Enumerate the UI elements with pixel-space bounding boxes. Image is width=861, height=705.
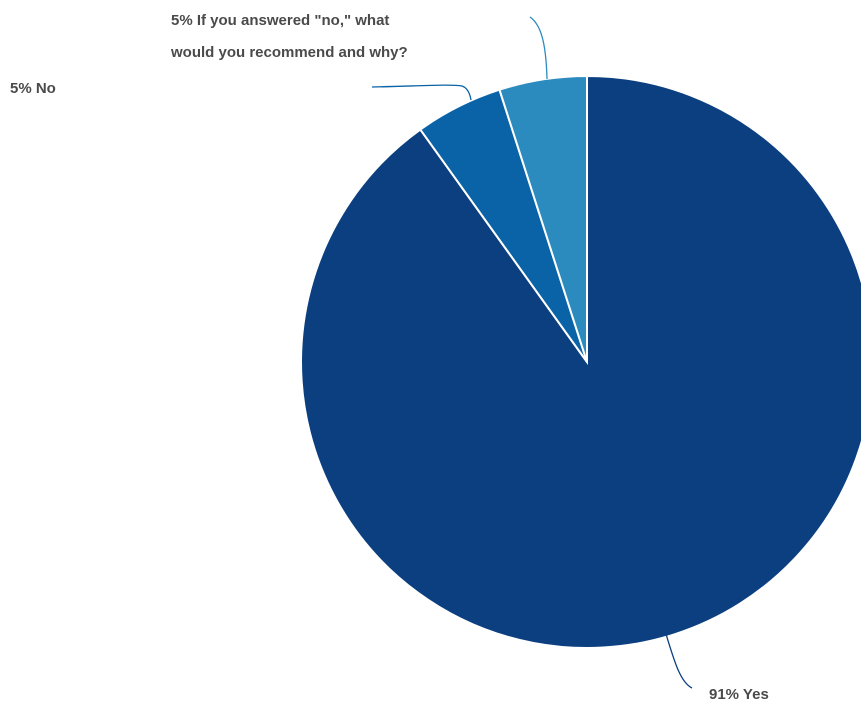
leader-line-yes: [665, 633, 693, 689]
pie-slices: [300, 74, 861, 649]
pie-slice-other: [498, 74, 588, 363]
data-label-yes: 91% Yes: [709, 686, 769, 703]
leader-line-other: [529, 16, 548, 80]
leader-line-no: [371, 84, 472, 101]
data-label-no: 5% No: [10, 80, 56, 97]
pie-slice-yes: [300, 74, 861, 649]
data-label-other-line-1: 5% If you answered "no," what: [171, 12, 389, 29]
data-label-other-line-2: would you recommend and why?: [170, 44, 408, 61]
